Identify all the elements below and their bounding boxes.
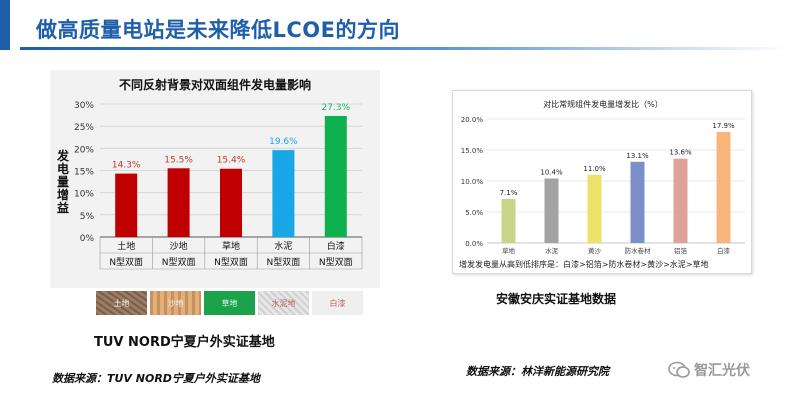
header-divider [20, 47, 790, 50]
surface-swatch: 沙地 [150, 291, 201, 315]
header-accent-stripe [0, 0, 10, 50]
surface-swatch-label: 水泥地 [271, 298, 296, 308]
header-bar: 做高质量电站是未来降低LCOE的方向 [0, 0, 800, 50]
left-chart-ylabel-char: 益 [57, 200, 69, 215]
left-chart-bar [115, 173, 138, 237]
right-chart-category-label: 水泥 [545, 246, 559, 255]
right-chart-ytick: 0.0% [465, 240, 483, 248]
left-chart-ytick: 10% [74, 190, 94, 200]
wechat-icon [668, 361, 690, 378]
right-chart-title: 对比常规组件发电量增发比（%） [543, 99, 663, 109]
right-chart-bar [501, 198, 516, 243]
left-chart-value-label: 19.6% [269, 137, 298, 147]
right-chart-category-label: 防水卷材 [625, 246, 652, 255]
surface-swatch-label: 草地 [221, 298, 238, 308]
surface-swatch: 土地 [96, 291, 147, 315]
right-chart-category-label: 黄沙 [588, 246, 602, 255]
left-chart-ylabel-char: 发 [56, 148, 70, 163]
left-chart-bar [324, 115, 347, 237]
right-chart-value-label: 13.6% [669, 149, 692, 157]
right-chart-value-label: 10.4% [540, 169, 563, 177]
right-chart-ytick: 15.0% [461, 147, 484, 155]
right-chart-category-label: 白漆 [717, 246, 731, 255]
left-chart-ytick: 15% [74, 168, 94, 178]
right-chart-ytick: 20.0% [461, 116, 484, 124]
left-chart-ylabel-char: 量 [57, 175, 69, 189]
left-chart-sub-label: N型双面 [267, 257, 301, 268]
left-chart-caption: TUV NORD宁夏户外实证基地 [94, 335, 275, 350]
left-chart-sub-label: N型双面 [319, 257, 353, 268]
right-chart-caption: 安徽安庆实证基地数据 [496, 292, 617, 306]
right-chart-ranking-note: 增发发电量从高到低排序是：白漆>铝箔>防水卷材>黄沙>水泥>草地 [459, 259, 709, 269]
surface-swatch: 水泥地 [258, 291, 309, 315]
right-chart-bar [630, 161, 645, 243]
left-chart-bar [272, 150, 295, 237]
left-chart-value-label: 15.5% [164, 155, 193, 165]
left-chart-category-label: 沙地 [170, 240, 188, 252]
left-chart-panel: 不同反射背景对双面组件发电量影响发电量增益 0% 5% 10% 15% 20% 25% 30%… [50, 70, 380, 288]
left-chart-ytick: 20% [74, 145, 94, 155]
right-chart-value-label: 11.0% [583, 165, 606, 173]
right-chart-ytick: 5.0% [465, 209, 483, 217]
left-chart-sub-label: N型双面 [214, 257, 248, 268]
left-chart-value-label: 14.3% [112, 161, 141, 171]
right-chart-value-label: 17.9% [712, 122, 735, 130]
right-chart-bar [716, 132, 731, 243]
left-chart-value-label: 27.3% [322, 103, 351, 113]
left-chart-bar [220, 168, 242, 237]
left-chart-ytick: 25% [74, 123, 94, 133]
surface-swatch-label: 白漆 [329, 298, 346, 308]
left-source-note: 数据来源：TUV NORD宁夏户外实证基地 [52, 372, 260, 385]
right-source-note: 数据来源：林洋新能源研究院 [466, 365, 609, 378]
left-chart-bar [167, 168, 190, 237]
surface-swatch: 草地 [204, 291, 255, 315]
right-chart-value-label: 13.1% [626, 152, 649, 160]
right-bar-chart: 对比常规组件发电量增发比（%） 0.0% 5.0% 10.0% 15.0% 20.0% 7.… [459, 99, 745, 269]
left-chart-category-label: 草地 [222, 240, 240, 252]
left-chart-ylabel-char: 电 [57, 161, 69, 176]
slide-title: 做高质量电站是未来降低LCOE的方向 [36, 18, 400, 42]
right-chart-bar [544, 178, 559, 243]
surface-swatch-row: 土地 沙地 草地 水泥地 白漆 [96, 291, 363, 315]
right-chart-value-label: 7.1% [500, 189, 518, 197]
surface-swatch-label: 沙地 [167, 298, 184, 308]
watermark-text: 智汇光伏 [694, 363, 750, 379]
right-chart-ytick: 10.0% [461, 178, 484, 186]
left-chart-ytick: 0% [80, 234, 95, 244]
left-chart-ylabel-char: 增 [57, 187, 69, 202]
left-chart-sub-label: N型双面 [109, 257, 143, 268]
left-chart-title: 不同反射背景对双面组件发电量影响 [119, 77, 311, 92]
left-chart-sub-label: N型双面 [162, 257, 196, 268]
left-chart-category-label: 白漆 [327, 240, 345, 252]
left-chart-ytick: 30% [74, 101, 94, 111]
left-chart-ytick: 5% [80, 212, 95, 222]
right-chart-category-label: 铝箔 [674, 246, 688, 255]
right-chart-bar [587, 174, 602, 243]
watermark: 智汇光伏 [668, 360, 750, 380]
left-chart-category-label: 土地 [117, 240, 135, 252]
left-chart-category-label: 水泥 [274, 240, 292, 252]
left-chart-value-label: 15.4% [217, 156, 246, 166]
surface-swatch-label: 土地 [113, 298, 130, 308]
right-chart-panel: 对比常规组件发电量增发比（%） 0.0% 5.0% 10.0% 15.0% 20.0% 7.… [452, 90, 752, 274]
surface-swatch: 白漆 [312, 291, 363, 315]
right-chart-category-label: 草地 [502, 246, 516, 255]
right-chart-bar [673, 158, 688, 243]
